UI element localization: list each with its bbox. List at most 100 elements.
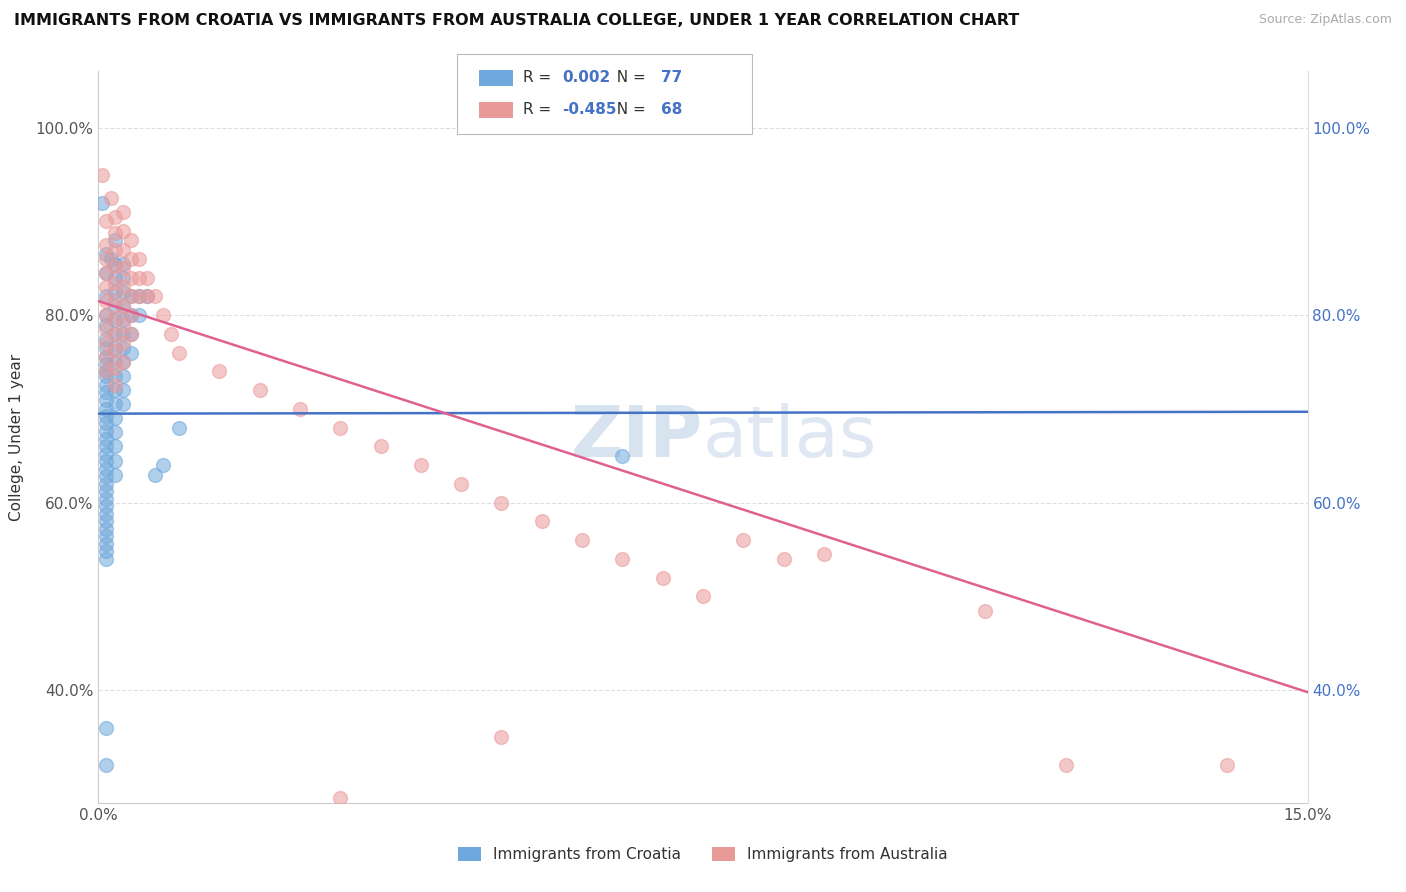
Point xyxy=(96,484,118,499)
Point xyxy=(96,392,118,407)
Point xyxy=(135,289,157,303)
Point xyxy=(409,458,432,473)
Point xyxy=(103,313,125,327)
Text: R =: R = xyxy=(523,70,557,85)
Point xyxy=(120,326,142,341)
Point xyxy=(103,343,125,358)
Point xyxy=(111,285,134,299)
Point xyxy=(103,326,125,341)
Point xyxy=(135,270,157,285)
Point xyxy=(111,336,134,351)
Point xyxy=(128,289,150,303)
Point xyxy=(450,477,472,491)
Text: 0.002: 0.002 xyxy=(562,70,610,85)
Point xyxy=(103,233,125,247)
Point xyxy=(120,326,142,341)
Point xyxy=(96,447,118,461)
Point xyxy=(152,308,174,322)
Point xyxy=(103,397,125,411)
Point xyxy=(96,522,118,536)
Point xyxy=(103,369,125,384)
Point xyxy=(103,257,125,271)
Point xyxy=(120,270,142,285)
Point xyxy=(96,462,118,476)
Text: N =: N = xyxy=(607,103,651,117)
Point xyxy=(111,243,134,257)
Point xyxy=(103,210,125,224)
Point xyxy=(96,322,118,336)
Legend: Immigrants from Croatia, Immigrants from Australia: Immigrants from Croatia, Immigrants from… xyxy=(453,841,953,868)
Point xyxy=(96,294,118,309)
Point xyxy=(103,270,125,285)
Point xyxy=(128,252,150,266)
Point xyxy=(120,289,142,303)
Point xyxy=(96,515,118,529)
Point xyxy=(111,341,134,355)
Point xyxy=(103,310,125,324)
Point xyxy=(96,332,118,346)
Text: 68: 68 xyxy=(661,103,682,117)
Point xyxy=(120,289,142,303)
Point xyxy=(96,721,118,735)
Point xyxy=(128,289,150,303)
Point xyxy=(96,369,118,384)
Point xyxy=(103,341,125,355)
Text: -0.485: -0.485 xyxy=(562,103,617,117)
Point xyxy=(96,425,118,439)
Point xyxy=(96,351,118,365)
Point xyxy=(96,308,118,322)
Point xyxy=(111,270,134,285)
Point xyxy=(208,364,231,378)
Point xyxy=(96,385,118,400)
Point xyxy=(96,280,118,294)
Point xyxy=(96,432,118,446)
Point xyxy=(96,237,118,252)
Point xyxy=(103,326,125,341)
Point xyxy=(167,345,190,359)
Point xyxy=(111,257,134,271)
Point xyxy=(111,355,134,369)
Text: atlas: atlas xyxy=(703,402,877,472)
Point xyxy=(120,233,142,247)
Point xyxy=(96,247,118,261)
Point xyxy=(491,730,513,744)
Point xyxy=(96,308,118,322)
Point xyxy=(103,383,125,397)
Point xyxy=(96,341,118,355)
Point xyxy=(160,326,183,341)
Point xyxy=(772,552,794,566)
Point xyxy=(96,758,118,772)
Point xyxy=(612,449,634,463)
Point xyxy=(103,355,125,369)
Y-axis label: College, Under 1 year: College, Under 1 year xyxy=(10,353,24,521)
Text: Source: ZipAtlas.com: Source: ZipAtlas.com xyxy=(1258,13,1392,27)
Point xyxy=(167,420,190,434)
Point xyxy=(96,469,118,483)
Point xyxy=(100,252,122,266)
Point xyxy=(111,355,134,369)
Point xyxy=(111,383,134,397)
Point xyxy=(96,364,118,378)
Point xyxy=(96,318,118,332)
Point xyxy=(96,500,118,514)
Point xyxy=(120,308,142,322)
Point xyxy=(96,537,118,551)
Point xyxy=(111,318,134,332)
Point xyxy=(692,590,714,604)
Point xyxy=(733,533,755,548)
Point xyxy=(96,477,118,491)
Point xyxy=(813,547,835,561)
Point xyxy=(96,214,118,228)
Point xyxy=(96,401,118,416)
Point xyxy=(128,308,150,322)
Point xyxy=(96,440,118,454)
Point xyxy=(249,383,271,397)
Point xyxy=(96,529,118,543)
Point xyxy=(96,289,118,303)
Point xyxy=(974,603,997,617)
Point xyxy=(96,357,118,371)
Point xyxy=(96,507,118,521)
Text: ZIP: ZIP xyxy=(571,402,703,472)
Point xyxy=(111,205,134,219)
Point xyxy=(491,496,513,510)
